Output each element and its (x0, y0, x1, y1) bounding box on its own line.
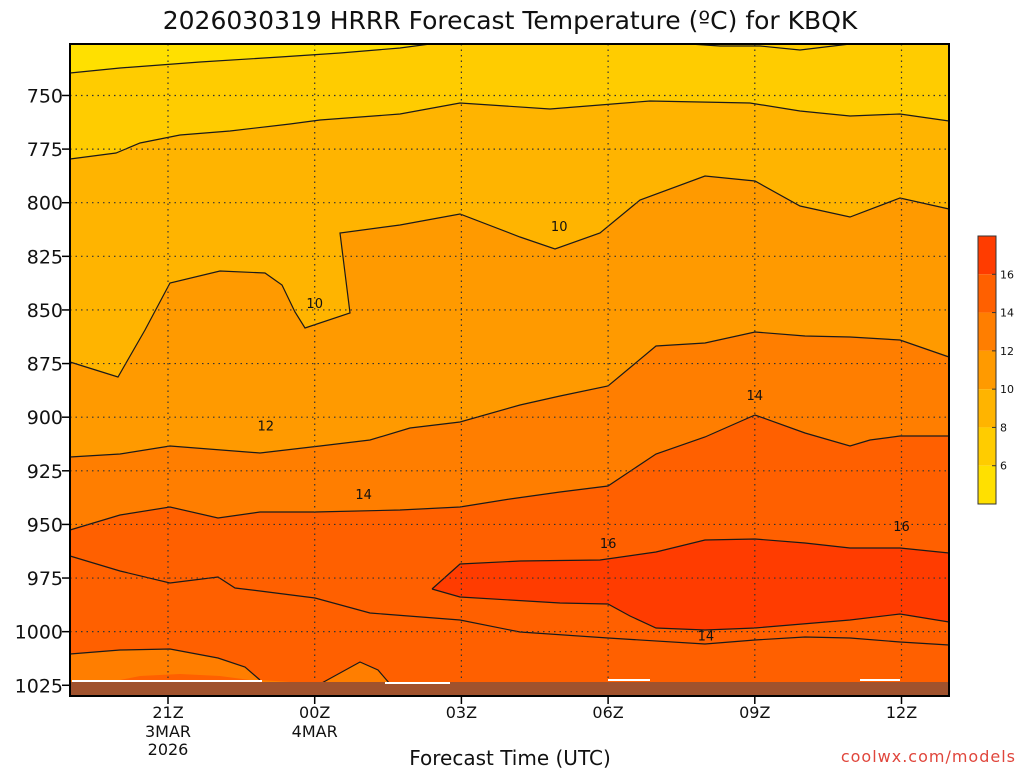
x-tick-sublabel: 3MAR (145, 722, 191, 741)
x-tick-label: 21Z (152, 703, 183, 722)
contour-label: 14 (747, 389, 764, 404)
x-tick-label: 12Z (886, 703, 917, 722)
legend-swatch (978, 312, 996, 351)
y-tick-label: 950 (27, 514, 63, 536)
x-tick-label: 09Z (739, 703, 770, 722)
x-tick-label: 00Z (299, 703, 330, 722)
band-16-plus (432, 539, 949, 630)
legend-swatch (978, 465, 996, 504)
legend-swatch (978, 427, 996, 466)
x-tick-label: 06Z (592, 703, 623, 722)
legend-label: 14 (1000, 307, 1014, 320)
contour-lines (69, 43, 950, 685)
x-tick-sublabel: 4MAR (292, 722, 338, 741)
contour-6 (69, 43, 431, 74)
y-tick-label: 900 (27, 407, 63, 429)
contour-label: 12 (258, 419, 275, 434)
y-tick-label: 800 (27, 193, 63, 215)
contour-16-lower (431, 588, 950, 631)
chart-title: 2026030319 HRRR Forecast Temperature (ºC… (163, 6, 858, 35)
x-tick-label: 03Z (446, 703, 477, 722)
legend-label: 6 (1000, 460, 1007, 473)
contour-labels: 10 10 12 14 14 14 16 16 (258, 220, 910, 645)
ground-highlights (72, 679, 900, 684)
band-14-16-lower (70, 556, 949, 696)
y-tick-label: 925 (27, 461, 63, 483)
contour-14-lower (69, 555, 950, 646)
legend-label: 12 (1000, 345, 1014, 358)
contour-label: 10 (306, 297, 323, 312)
y-tick-label: 1025 (15, 675, 63, 697)
x-tick-sublabel: 2026 (148, 740, 189, 759)
legend-label: 8 (1000, 421, 1007, 434)
contour-6-top (689, 43, 851, 51)
y-tick-label: 1000 (15, 622, 63, 644)
y-tick-label: 850 (27, 300, 63, 322)
contour-12-bump (319, 661, 391, 685)
legend-swatch (978, 350, 996, 390)
contour-12 (69, 331, 950, 458)
credit-text: coolwx.com/models (841, 747, 1016, 766)
contour-label: 16 (893, 520, 910, 535)
legend-label: 16 (1000, 268, 1014, 281)
legend-swatch (978, 389, 996, 428)
y-tick-label: 775 (27, 139, 63, 161)
contour-14-upper (69, 414, 949, 531)
contour-label: 16 (600, 537, 617, 552)
contour-label: 10 (551, 220, 568, 235)
contour-10 (69, 175, 950, 378)
y-tick-label: 750 (27, 85, 63, 107)
legend-swatch (978, 236, 996, 275)
x-axis-title: Forecast Time (UTC) (409, 746, 611, 768)
legend-frame (977, 235, 997, 505)
legend-swatch (978, 274, 996, 313)
y-tick-label: 875 (27, 354, 63, 376)
contour-12-lower (69, 648, 261, 681)
contour-16 (431, 538, 950, 590)
contour-label: 14 (698, 629, 715, 644)
plot-frame (69, 43, 950, 697)
y-axis: 750 775 800 825 850 875 900 925 950 975 1000 1025 (15, 85, 70, 697)
y-tick-label: 825 (27, 246, 63, 268)
y-tick-label: 975 (27, 568, 63, 590)
contour-label: 14 (355, 488, 372, 503)
legend-label: 10 (1000, 383, 1014, 396)
plot-area (69, 43, 950, 697)
contour-8 (69, 100, 950, 160)
band-14-16-surface (120, 674, 250, 680)
ground-surface (70, 682, 949, 696)
legend: 6 8 10 12 14 16 (977, 235, 1014, 505)
